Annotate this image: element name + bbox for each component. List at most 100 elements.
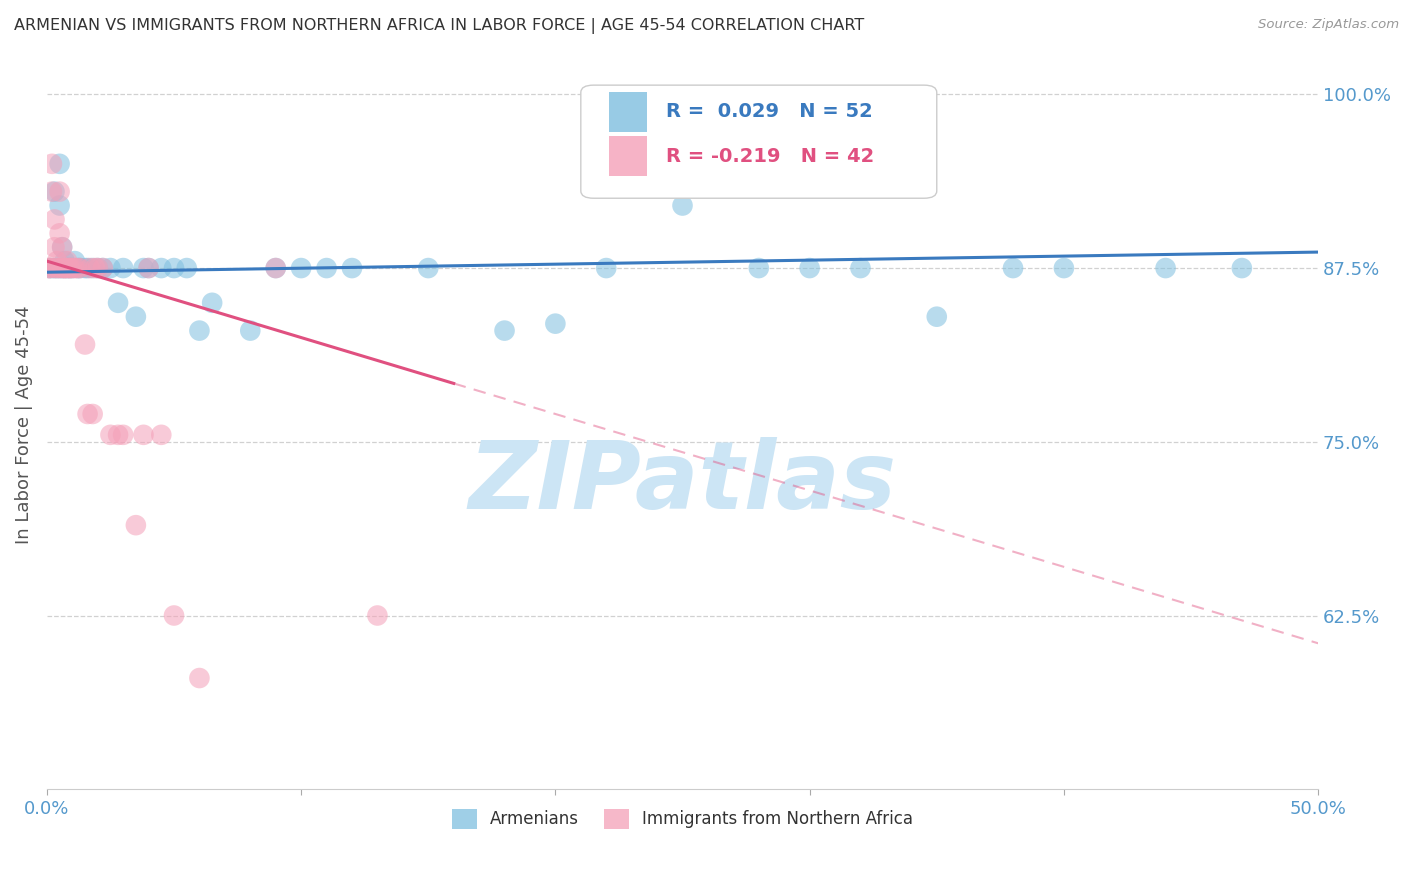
Point — [925, 310, 948, 324]
Point — [100, 427, 122, 442]
Text: ARMENIAN VS IMMIGRANTS FROM NORTHERN AFRICA IN LABOR FORCE | AGE 45-54 CORRELATI: ARMENIAN VS IMMIGRANTS FROM NORTHERN AFR… — [14, 18, 865, 34]
Point — [56, 261, 79, 276]
Point — [76, 407, 98, 421]
Point — [44, 185, 66, 199]
Point — [201, 295, 224, 310]
Point — [59, 261, 82, 276]
Point — [69, 261, 91, 276]
Point — [163, 608, 186, 623]
Point — [41, 185, 63, 199]
Point — [82, 407, 104, 421]
Point — [44, 261, 66, 276]
Point — [59, 261, 82, 276]
Point — [138, 261, 160, 276]
Point — [1053, 261, 1076, 276]
Point — [1154, 261, 1177, 276]
Point — [494, 324, 516, 338]
Point — [132, 261, 155, 276]
Text: R =  0.029   N = 52: R = 0.029 N = 52 — [666, 103, 873, 121]
Bar — [609, 136, 647, 176]
Point — [38, 261, 60, 276]
Point — [239, 324, 262, 338]
Point — [60, 261, 83, 276]
Point — [51, 261, 73, 276]
Point — [48, 198, 70, 212]
Point — [59, 261, 82, 276]
Point — [125, 518, 148, 533]
Point — [112, 261, 135, 276]
Point — [69, 261, 91, 276]
Point — [91, 261, 114, 276]
Point — [264, 261, 287, 276]
Point — [544, 317, 567, 331]
Point — [73, 261, 96, 276]
Point — [264, 261, 287, 276]
Point — [315, 261, 337, 276]
Bar — [609, 92, 647, 132]
Point — [87, 261, 110, 276]
Point — [290, 261, 312, 276]
Point — [53, 261, 76, 276]
Point — [1002, 261, 1025, 276]
Point — [48, 261, 70, 276]
Point — [46, 254, 69, 268]
Point — [63, 254, 86, 268]
Point — [38, 261, 60, 276]
Point — [56, 254, 79, 268]
Point — [48, 227, 70, 241]
Point — [53, 254, 76, 268]
Point — [188, 671, 211, 685]
Point — [150, 261, 173, 276]
Point — [53, 261, 76, 276]
Point — [44, 240, 66, 254]
Point — [51, 240, 73, 254]
Point — [84, 261, 107, 276]
Point — [48, 157, 70, 171]
Point — [163, 261, 186, 276]
Point — [176, 261, 198, 276]
Point — [107, 295, 129, 310]
Point — [595, 261, 617, 276]
Point — [46, 261, 69, 276]
Point — [51, 240, 73, 254]
Point — [76, 261, 98, 276]
Point — [132, 427, 155, 442]
Y-axis label: In Labor Force | Age 45-54: In Labor Force | Age 45-54 — [15, 305, 32, 544]
Point — [82, 261, 104, 276]
Point — [748, 261, 770, 276]
FancyBboxPatch shape — [581, 85, 936, 198]
Point — [66, 261, 89, 276]
Text: R = -0.219   N = 42: R = -0.219 N = 42 — [666, 146, 875, 166]
Point — [56, 261, 79, 276]
Point — [73, 337, 96, 351]
Point — [51, 261, 73, 276]
Point — [366, 608, 388, 623]
Point — [91, 261, 114, 276]
Point — [418, 261, 440, 276]
Point — [41, 261, 63, 276]
Point — [138, 261, 160, 276]
Point — [125, 310, 148, 324]
Point — [44, 261, 66, 276]
Point — [38, 261, 60, 276]
Point — [799, 261, 821, 276]
Point — [150, 427, 173, 442]
Point — [63, 261, 86, 276]
Point — [41, 157, 63, 171]
Point — [53, 261, 76, 276]
Point — [340, 261, 363, 276]
Point — [48, 261, 70, 276]
Point — [46, 261, 69, 276]
Point — [48, 185, 70, 199]
Point — [87, 261, 110, 276]
Point — [66, 261, 89, 276]
Point — [60, 261, 83, 276]
Point — [100, 261, 122, 276]
Legend: Armenians, Immigrants from Northern Africa: Armenians, Immigrants from Northern Afri… — [446, 802, 920, 836]
Point — [1230, 261, 1253, 276]
Point — [849, 261, 872, 276]
Point — [107, 427, 129, 442]
Text: ZIPatlas: ZIPatlas — [468, 437, 897, 529]
Point — [188, 324, 211, 338]
Text: Source: ZipAtlas.com: Source: ZipAtlas.com — [1258, 18, 1399, 31]
